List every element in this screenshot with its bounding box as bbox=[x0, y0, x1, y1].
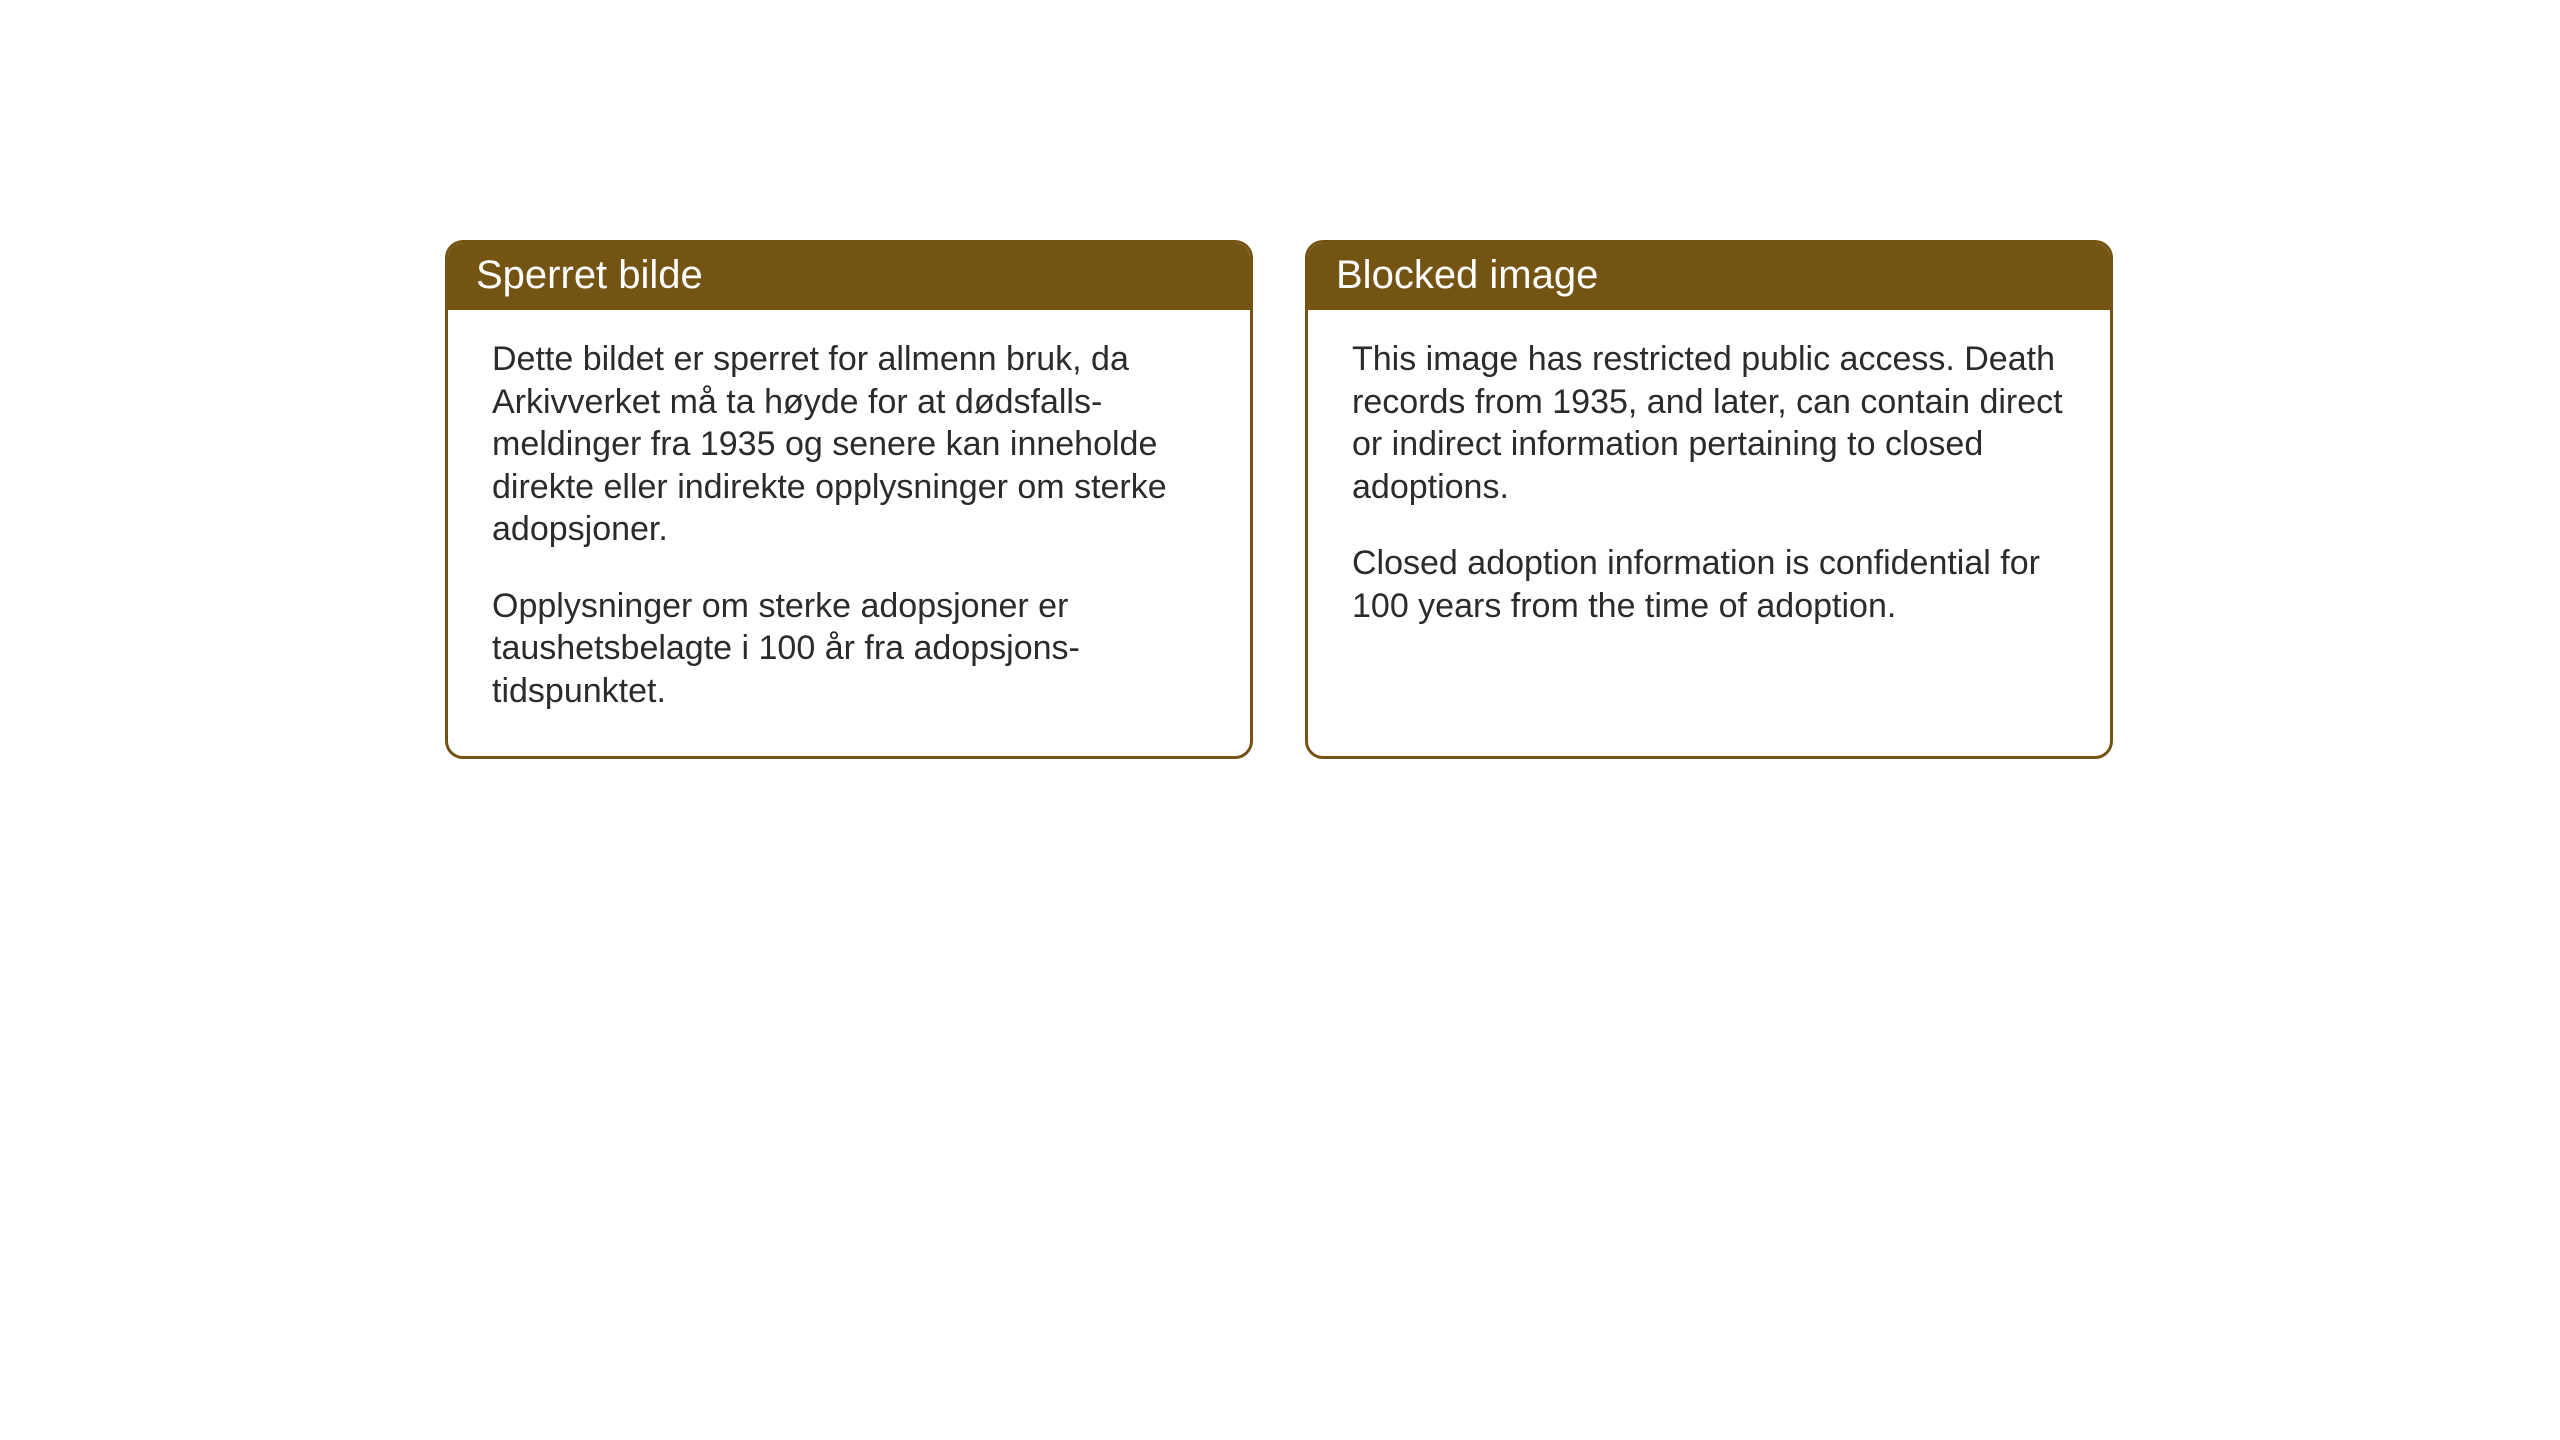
notice-paragraph: This image has restricted public access.… bbox=[1352, 338, 2066, 508]
notice-card-english: Blocked image This image has restricted … bbox=[1305, 240, 2113, 759]
notice-paragraph: Closed adoption information is confident… bbox=[1352, 542, 2066, 627]
card-body-norwegian: Dette bildet er sperret for allmenn bruk… bbox=[448, 310, 1250, 756]
notice-container: Sperret bilde Dette bildet er sperret fo… bbox=[445, 240, 2113, 759]
notice-paragraph: Opplysninger om sterke adopsjoner er tau… bbox=[492, 585, 1206, 713]
card-body-english: This image has restricted public access.… bbox=[1308, 310, 2110, 730]
card-title-english: Blocked image bbox=[1308, 243, 2110, 310]
card-title-norwegian: Sperret bilde bbox=[448, 243, 1250, 310]
notice-card-norwegian: Sperret bilde Dette bildet er sperret fo… bbox=[445, 240, 1253, 759]
notice-paragraph: Dette bildet er sperret for allmenn bruk… bbox=[492, 338, 1206, 551]
